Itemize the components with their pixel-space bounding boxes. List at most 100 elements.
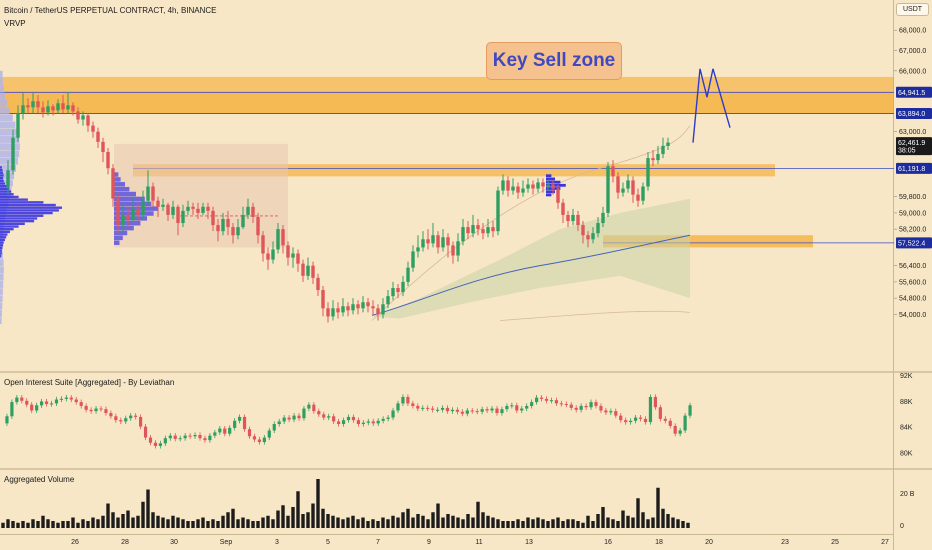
oi-body xyxy=(183,435,187,439)
volume-bar xyxy=(121,514,125,528)
volume-bar xyxy=(626,515,630,528)
candle xyxy=(551,180,555,195)
oi-body xyxy=(242,416,247,430)
volume-bar xyxy=(681,521,685,528)
candle-body xyxy=(56,103,60,111)
oi-candle xyxy=(450,407,455,414)
candle xyxy=(506,176,510,197)
candle xyxy=(571,208,575,226)
candle-body xyxy=(516,186,520,193)
price-badge-bg xyxy=(896,137,932,156)
candle xyxy=(331,300,335,321)
oi-candle xyxy=(505,403,509,412)
candle xyxy=(511,178,515,195)
oi-candle xyxy=(272,421,276,434)
volume-bar xyxy=(636,498,640,528)
oi-body xyxy=(564,404,568,406)
oi-candle xyxy=(252,433,257,443)
oi-candle xyxy=(495,405,499,416)
volume-bar xyxy=(211,519,215,528)
oi-candle xyxy=(500,406,504,416)
candle xyxy=(596,216,600,238)
oi-candle xyxy=(5,413,9,426)
oi-candle xyxy=(247,426,252,439)
left-profile-bar xyxy=(0,157,18,165)
volume-bar xyxy=(671,517,675,528)
oi-candle xyxy=(520,405,524,414)
candle xyxy=(631,176,635,203)
oi-body xyxy=(153,442,158,446)
candle-body xyxy=(641,186,645,201)
oi-body xyxy=(495,408,499,414)
vrvp-bar xyxy=(0,214,44,217)
vrvp-bar xyxy=(0,182,5,185)
price-tick-label: 58,200.0 xyxy=(899,227,926,234)
price-badge: 61,191.8 xyxy=(896,162,932,174)
vrvp-bar xyxy=(0,171,4,174)
oi-candle xyxy=(381,416,385,424)
candle xyxy=(416,235,420,258)
candle-body xyxy=(231,227,235,236)
candle-body xyxy=(11,137,15,171)
volume-bar xyxy=(601,507,605,528)
volume-bar xyxy=(406,508,410,528)
candle xyxy=(6,160,10,195)
candle-body xyxy=(421,239,425,248)
oi-body xyxy=(208,435,212,441)
oi-body xyxy=(297,415,301,419)
volume-bar xyxy=(46,519,50,528)
oi-body xyxy=(40,401,44,406)
candle-body xyxy=(16,113,20,138)
candle xyxy=(561,198,565,224)
oi-candle xyxy=(148,434,153,446)
left-profile-bar xyxy=(0,150,20,158)
candle xyxy=(321,285,325,317)
candle xyxy=(576,210,580,232)
candle xyxy=(271,241,275,264)
volume-bar xyxy=(11,521,15,528)
candle xyxy=(371,300,375,315)
oi-body xyxy=(287,417,291,420)
oi-body xyxy=(465,410,469,414)
range-profile-bar xyxy=(114,230,128,236)
candle-body xyxy=(96,131,100,142)
candle-body xyxy=(321,290,325,309)
oi-body xyxy=(74,399,78,403)
oi-body xyxy=(262,437,266,443)
oi-body xyxy=(198,434,202,439)
candle xyxy=(626,174,630,193)
candle xyxy=(11,129,15,175)
time-tick-label: 13 xyxy=(525,539,533,546)
oi-body xyxy=(277,421,281,425)
volume-bar xyxy=(246,519,250,528)
volume-bar xyxy=(86,521,90,528)
oi-candle xyxy=(257,436,261,445)
candle xyxy=(656,145,660,165)
currency-badge[interactable]: USDT xyxy=(896,3,930,16)
price-badge: 64,941.5 xyxy=(896,86,932,98)
oi-body xyxy=(475,411,479,413)
candle-body xyxy=(86,115,90,126)
candle xyxy=(376,304,380,321)
volume-bar xyxy=(286,515,290,528)
candle-body xyxy=(551,184,555,189)
candle-body xyxy=(491,227,495,232)
candle xyxy=(546,180,550,191)
volume-bar xyxy=(236,519,240,528)
candle xyxy=(256,212,260,244)
oi-candle xyxy=(89,407,93,414)
candle-body xyxy=(166,204,170,215)
mini-profile-bar xyxy=(546,183,566,187)
candle xyxy=(76,107,80,124)
oi-body xyxy=(148,437,153,443)
candle xyxy=(616,172,620,199)
volume-bar xyxy=(301,514,305,528)
vrvp-bar xyxy=(0,246,3,250)
candle xyxy=(236,218,240,240)
candle xyxy=(361,296,365,313)
price-badge: 62,461.938:05 xyxy=(896,137,932,156)
oi-candle xyxy=(158,440,162,449)
volume-bar xyxy=(391,515,395,528)
candle xyxy=(601,206,605,228)
